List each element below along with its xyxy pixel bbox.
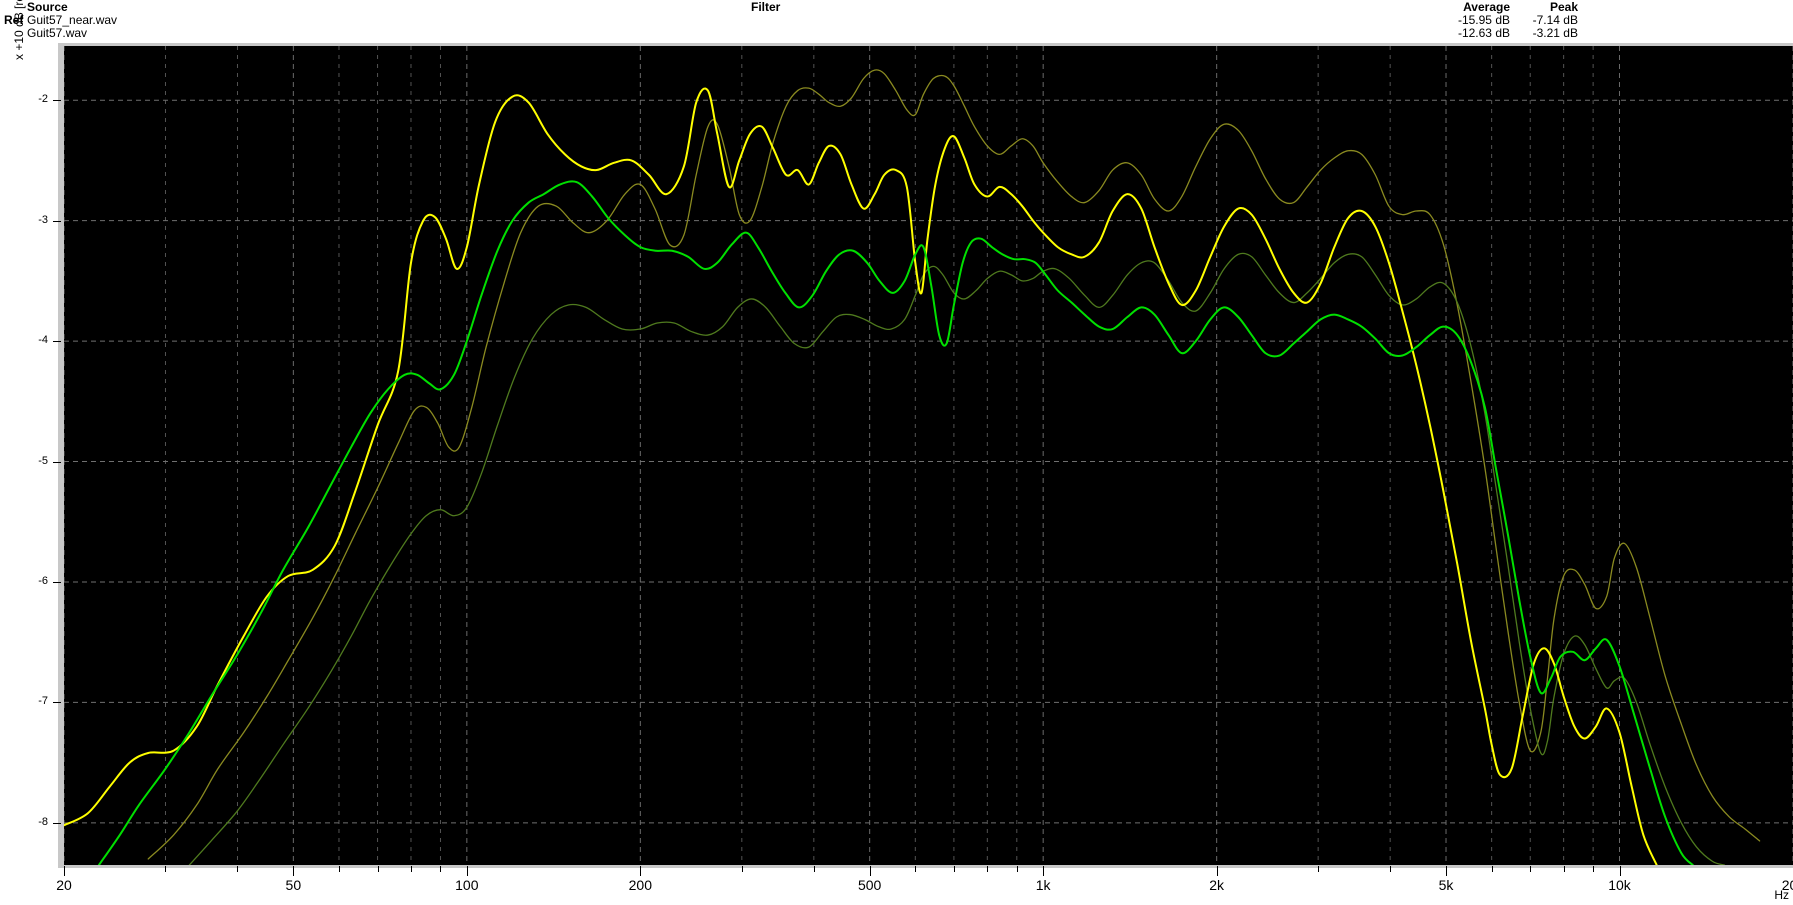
y-tick-label: -4 [38,334,48,347]
x-tick-mark [1390,866,1391,872]
y-tick-label: -7 [38,695,48,708]
y-tick-label: -2 [38,93,48,106]
y-tick-mark [53,582,61,583]
y-tick-label: -8 [38,815,48,828]
x-tick-mark [64,866,65,876]
series-line [188,252,1725,865]
x-tick-label: 2k [1209,877,1225,893]
peak-value-row-1: -7.14 dB [1532,13,1578,27]
y-tick-mark [53,823,61,824]
x-tick-mark [915,866,916,872]
series-line [97,180,1694,865]
x-tick-mark [440,866,441,872]
peak-column-header: Peak [1549,0,1578,14]
x-tick-mark [293,866,294,876]
x-tick-mark [1564,866,1565,872]
x-tick-label: 100 [455,877,479,893]
x-tick-mark [1593,866,1594,872]
x-tick-mark [1217,866,1218,876]
x-tick-mark [467,866,468,876]
x-tick-mark [1620,866,1621,876]
x-tick-mark [411,866,412,872]
x-tick-mark [987,866,988,872]
y-axis-units-label: x +10 dB [re 500 m] [12,0,26,60]
x-tick-mark [339,866,340,872]
x-tick-mark [640,866,641,876]
x-tick-label: 10k [1608,877,1631,893]
x-tick-mark [1043,866,1044,876]
x-tick-label: 50 [285,877,302,893]
x-tick-label: 5k [1438,877,1454,893]
average-value-row-2: -12.63 dB [1457,26,1510,40]
spectrum-plot-area[interactable] [64,46,1793,865]
ref-row-label: Ref [4,13,24,27]
x-tick-mark [1530,866,1531,872]
average-value-row-1: -15.95 dB [1457,13,1510,27]
x-tick-mark [870,866,871,876]
y-tick-mark [53,100,61,101]
y-tick-label: -3 [38,213,48,226]
x-tick-mark [1446,866,1447,876]
x-tick-mark [1318,866,1319,872]
filter-column-header: Filter [751,0,781,14]
source-column-header: Source [27,0,68,14]
x-tick-label: 20 [56,877,72,893]
y-tick-label: -6 [38,574,48,587]
peak-value-row-2: -3.21 dB [1532,26,1578,40]
x-tick-mark [814,866,815,872]
y-tick-mark [53,221,61,222]
x-tick-mark [378,866,379,872]
x-tick-label: 1k [1035,877,1051,893]
x-tick-label: 20k [1781,877,1793,893]
x-tick-mark [954,866,955,872]
source-value-row-1[interactable]: Guit57_near.wav [27,13,118,27]
x-tick-mark [165,866,166,872]
x-tick-mark [1492,866,1493,872]
x-tick-label: 500 [857,877,882,893]
average-column-header: Average [1463,0,1510,14]
x-axis-units-label: Hz [1774,888,1789,902]
spectrum-plot-svg [64,46,1793,865]
x-tick-label: 200 [628,877,652,893]
x-tick-mark [237,866,238,872]
y-tick-mark [53,341,61,342]
x-tick-mark [742,866,743,872]
series-line [64,87,1658,865]
x-gridlines [64,46,1793,865]
spectrum-curves [64,69,1761,865]
y-tick-label: -5 [38,454,48,467]
y-gridlines [64,99,1793,824]
x-tick-mark [1017,866,1018,872]
series-line [147,69,1761,860]
y-tick-mark [53,462,61,463]
source-value-row-2[interactable]: Guit57.wav [27,26,88,40]
y-tick-mark [53,702,61,703]
